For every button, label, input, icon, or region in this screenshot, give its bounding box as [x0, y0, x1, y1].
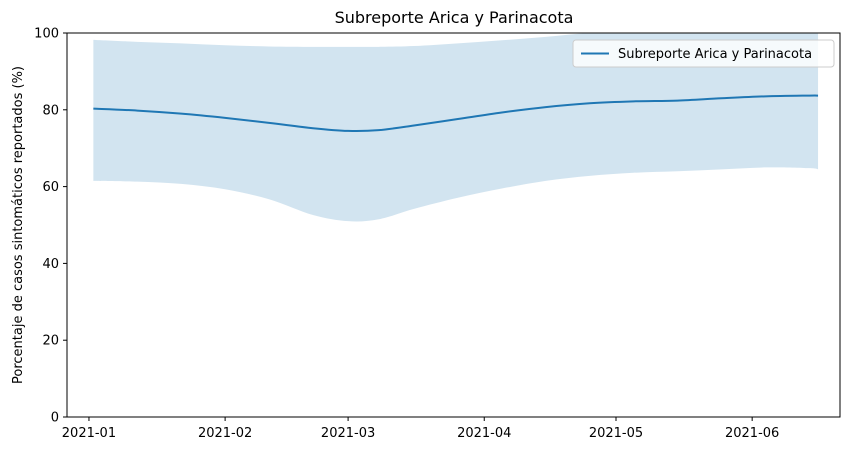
x-tick-label: 2021-03	[321, 426, 375, 441]
x-tick-label: 2021-02	[198, 426, 252, 441]
y-tick-label: 20	[42, 334, 59, 349]
y-tick-label: 60	[42, 180, 59, 195]
confidence-band-0	[93, 32, 819, 222]
plot-frame	[66, 32, 841, 418]
legend-label: Subreporte Arica y Parinacota	[618, 47, 812, 62]
y-tick-label: 100	[34, 27, 59, 42]
legend-box	[572, 39, 835, 68]
y-tick-label: 40	[42, 257, 59, 272]
x-tick-label: 2021-05	[589, 426, 643, 441]
y-axis-label: Porcentaje de casos sintomáticos reporta…	[11, 66, 26, 384]
y-tick-label: 0	[51, 411, 59, 426]
x-tick-label: 2021-04	[457, 426, 511, 441]
chart-title: Subreporte Arica y Parinacota	[335, 8, 574, 27]
legend: Subreporte Arica y Parinacota	[572, 39, 835, 68]
x-tick-label: 2021-06	[725, 426, 779, 441]
x-tick-label: 2021-01	[62, 426, 116, 441]
series-line-0	[93, 94, 819, 133]
y-tick-label: 80	[42, 103, 59, 118]
plot-area: 0 20 40 60 80 100 2021-01 2021-02 2021-03 2021-04…	[34, 27, 841, 441]
